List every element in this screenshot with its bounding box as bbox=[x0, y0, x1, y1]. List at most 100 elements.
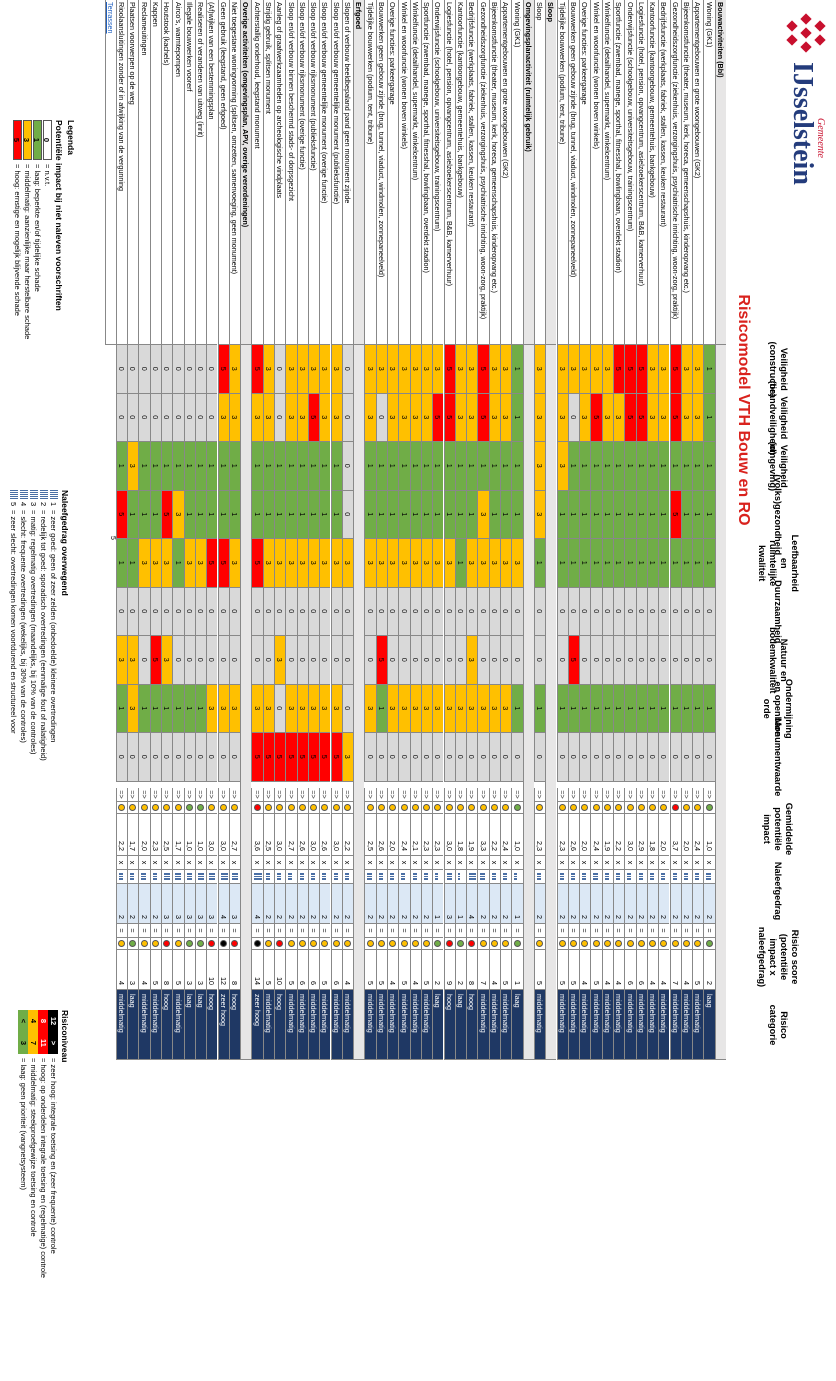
impact-cell: 0 bbox=[296, 636, 308, 685]
impact-cell: 1 bbox=[533, 539, 546, 588]
row-label: Gezondheidszorgfunctie (ziekenhuis, verz… bbox=[669, 0, 681, 345]
impact-cell: 1 bbox=[601, 442, 613, 491]
naleef-value: 2 bbox=[533, 884, 546, 924]
table-row: Sportfunctie (zwembad, manege, sporthal,… bbox=[420, 0, 433, 1381]
row-label: Onderwijsfunctie (schoolgebouw, universi… bbox=[624, 0, 636, 345]
impact-cell: 3 bbox=[161, 636, 173, 685]
impact-cell: 0 bbox=[172, 393, 184, 442]
legend-text: = zeer goed: geen of zeer zelden (onbedo… bbox=[49, 510, 58, 743]
impact-cell: 1 bbox=[624, 490, 636, 539]
naleef-value: 2 bbox=[669, 884, 681, 924]
section-fill bbox=[714, 345, 726, 1060]
arrow-marker: => bbox=[194, 788, 207, 802]
naleef-value: 2 bbox=[680, 884, 693, 924]
row-label[interactable]: Terrassen bbox=[104, 0, 116, 345]
avg-impact: 2,3 bbox=[149, 814, 161, 856]
row-label: Bouwactiviteiten (Bbl) bbox=[714, 0, 726, 345]
equals-marker: = bbox=[307, 924, 320, 938]
impact-cell: 1 bbox=[206, 442, 218, 491]
legend-value: 2 bbox=[39, 502, 48, 507]
impact-cell: 5 bbox=[217, 345, 229, 394]
arrow-marker: => bbox=[262, 788, 274, 802]
risk-score: 3 bbox=[127, 950, 139, 990]
arrow-marker: => bbox=[601, 788, 613, 802]
impact-cell: 3 bbox=[454, 393, 467, 442]
impact-cell: 3 bbox=[658, 345, 670, 394]
naleef-bar-icon bbox=[364, 870, 376, 884]
impact-cell: 3 bbox=[579, 345, 591, 394]
impact-cell: 5 bbox=[567, 636, 580, 685]
arrow-marker: => bbox=[590, 788, 602, 802]
section-fill bbox=[240, 345, 252, 1060]
arrow-marker: => bbox=[432, 788, 444, 802]
equals-marker: = bbox=[319, 924, 331, 938]
risk-score: 8 bbox=[466, 950, 478, 990]
multiply-marker: x bbox=[669, 856, 681, 870]
equals-marker: = bbox=[703, 924, 715, 938]
risk-score: 4 bbox=[115, 950, 128, 990]
risk-indicator-icon bbox=[703, 938, 715, 950]
equals-marker: = bbox=[680, 924, 693, 938]
multiply-marker: x bbox=[330, 856, 342, 870]
multiply-marker: x bbox=[692, 856, 704, 870]
impact-cell: 0 bbox=[274, 345, 286, 394]
arrow-marker: => bbox=[330, 788, 342, 802]
equals-marker: = bbox=[296, 924, 308, 938]
row-label: Winkel en woonfunctie (wonen boven winke… bbox=[398, 0, 410, 345]
arrow-marker: => bbox=[703, 788, 715, 802]
avg-impact: 3,0 bbox=[624, 814, 636, 856]
avg-impact: 2,4 bbox=[398, 814, 410, 856]
avg-impact: 2,9 bbox=[635, 814, 647, 856]
impact-cell: 0 bbox=[669, 733, 681, 782]
impact-cell: 1 bbox=[590, 539, 602, 588]
impact-cell: 3 bbox=[533, 393, 546, 442]
impact-cell: 0 bbox=[601, 587, 613, 636]
naleef-value: 2 bbox=[579, 884, 591, 924]
impact-cell: 3 bbox=[115, 636, 128, 685]
equals-marker: = bbox=[251, 924, 263, 938]
impact-cell: 5 bbox=[635, 345, 647, 394]
arrow-marker: => bbox=[228, 788, 241, 802]
impact-cell: 0 bbox=[500, 733, 512, 782]
impact-cell: 0 bbox=[613, 587, 625, 636]
impact-cell: 5 bbox=[669, 393, 681, 442]
naleef-value: 2 bbox=[409, 884, 421, 924]
legend-value: 3 bbox=[29, 502, 38, 507]
legend-risk-item: 811 = hoog: op onderdelen integrale toets… bbox=[38, 1010, 48, 1278]
avg-impact: 2,2 bbox=[341, 814, 354, 856]
impact-cell: 1 bbox=[511, 490, 523, 539]
impact-cell: 3 bbox=[251, 684, 263, 733]
impact-cell: 5 bbox=[669, 490, 681, 539]
avg-impact: 3,0 bbox=[330, 814, 342, 856]
impact-cell: 0 bbox=[477, 587, 489, 636]
risk-category: middelmatig bbox=[364, 990, 376, 1060]
equals-marker: = bbox=[375, 924, 387, 938]
risk-indicator-icon bbox=[590, 938, 602, 950]
legend-naleef-title: Naleefgedrag overwegend bbox=[60, 490, 70, 596]
multiply-marker: x bbox=[420, 856, 433, 870]
impact-cell: 3 bbox=[296, 345, 308, 394]
impact-cell: 0 bbox=[567, 733, 580, 782]
impact-cell: 0 bbox=[635, 636, 647, 685]
impact-indicator-icon bbox=[443, 802, 455, 814]
impact-cell: 1 bbox=[533, 684, 546, 733]
arrow-marker: => bbox=[646, 788, 659, 802]
impact-cell: 1 bbox=[251, 490, 263, 539]
equals-marker: = bbox=[206, 924, 218, 938]
row-label: Houtstook (kachels) bbox=[161, 0, 173, 345]
impact-cell: 3 bbox=[217, 684, 229, 733]
legend-text: = hoog: ernstige en mogelijk blijvende s… bbox=[13, 164, 22, 316]
impact-indicator-icon bbox=[217, 802, 229, 814]
impact-cell: 1 bbox=[680, 684, 693, 733]
impact-indicator-icon bbox=[420, 802, 433, 814]
risk-indicator-icon bbox=[511, 938, 523, 950]
avg-impact: 2,4 bbox=[692, 814, 704, 856]
impact-cell: 1 bbox=[375, 684, 387, 733]
impact-cell: 0 bbox=[183, 587, 195, 636]
equals-marker: = bbox=[533, 924, 546, 938]
impact-cell: 3 bbox=[296, 393, 308, 442]
equals-marker: = bbox=[500, 924, 512, 938]
risk-category: middelmatig bbox=[387, 990, 399, 1060]
arrow-marker: => bbox=[172, 788, 184, 802]
table-row: Kappen 0 0 1 1 3 0 5 1 0 => 2,3 x 2 = 5 middelmatig bbox=[149, 0, 161, 1381]
